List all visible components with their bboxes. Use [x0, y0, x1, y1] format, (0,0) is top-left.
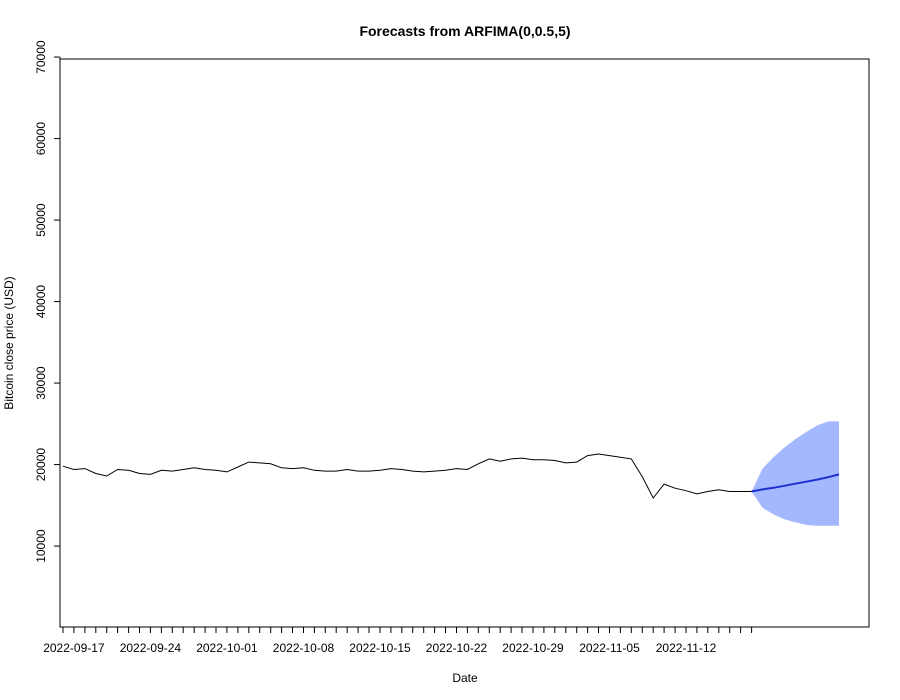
x-tick-label: 2022-10-15 — [349, 641, 411, 655]
x-tick-label: 2022-09-17 — [43, 641, 105, 655]
y-tick-label: 30000 — [34, 366, 48, 400]
plot-area — [62, 421, 840, 526]
x-tick-label: 2022-10-01 — [196, 641, 258, 655]
y-tick-label: 40000 — [34, 285, 48, 319]
x-axis-label: Date — [452, 671, 478, 685]
chart-title: Forecasts from ARFIMA(0,0.5,5) — [359, 23, 570, 39]
x-tick-label: 2022-09-24 — [120, 641, 182, 655]
y-axis-label: Bitcoin close price (USD) — [2, 276, 16, 409]
plot-frame — [59, 58, 870, 628]
y-tick-label: 50000 — [34, 203, 48, 237]
y-tick-label: 20000 — [34, 448, 48, 482]
y-axis: 10000 20000 30000 40000 50000 60000 70000 — [34, 40, 61, 563]
observed-price-line — [62, 453, 752, 499]
x-tick-label: 2022-10-22 — [426, 641, 488, 655]
x-tick-label: 2022-11-12 — [656, 641, 717, 655]
x-axis: 2022-09-17 2022-09-24 2022-10-01 2022-10-08… — [43, 626, 753, 655]
forecast-mean-line — [751, 473, 840, 493]
y-tick-label: 70000 — [34, 40, 48, 74]
x-tick-label: 2022-10-29 — [502, 641, 564, 655]
x-tick-label: 2022-11-05 — [579, 641, 640, 655]
prediction-interval-band — [751, 421, 839, 526]
x-tick-label: 2022-10-08 — [273, 641, 335, 655]
y-tick-label: 60000 — [34, 122, 48, 156]
y-tick-label: 10000 — [34, 529, 48, 563]
